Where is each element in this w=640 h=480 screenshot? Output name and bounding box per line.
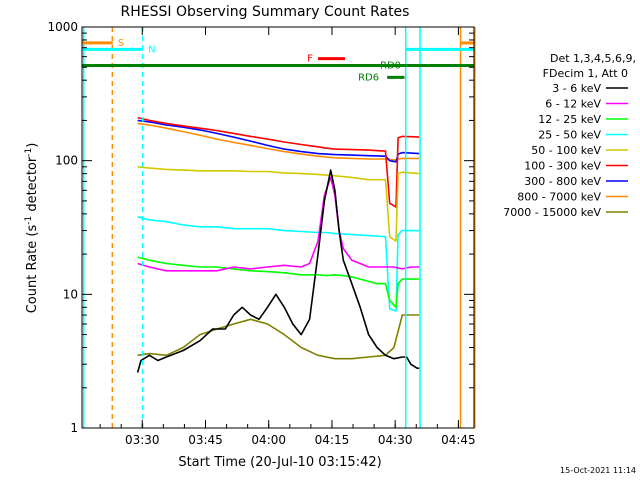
x-tick-label: 04:00 [251,433,286,447]
x-tick-label: 03:45 [188,433,223,447]
series-layer [136,116,420,373]
y-axis-label-part: ) [25,143,40,148]
y-axis-label-part: detector [25,156,40,216]
legend-entry-label: 6 - 12 keV [545,98,601,111]
x-tick-label: 04:45 [441,433,476,447]
footer-date: 15-Oct-2021 11:14 [560,466,636,475]
legend-entries: 3 - 6 keV 6 - 12 keV 12 - 25 keV 25 - 50 ke… [503,82,628,219]
x-axis-label: Start Time (20-Jul-10 03:15:42) [178,455,381,470]
legend: Det 1,3,4,5,6,9, FDecim 1, Att 0 3 - 6 k… [503,52,636,219]
vertical-markers [82,27,476,428]
legend-entry-label: 25 - 50 keV [538,129,601,142]
series-line-6-12keV [137,176,420,272]
legend-entry-label: 7000 - 15000 keV [503,206,601,219]
series-line-3-6keV [136,169,420,373]
flag-label-night: N [148,44,155,55]
y-axis-label-part: Count Rate (s [25,225,40,314]
flag-label-flare: F [307,54,313,65]
y-tick-label: 1000 [47,20,78,34]
series-line-50-100keV [137,166,420,242]
x-tick-label: 04:15 [315,433,350,447]
y-tick-label: 100 [55,154,78,168]
legend-entry-label: 3 - 6 keV [552,82,601,95]
series-line-100-300keV [137,116,420,208]
chart-title: RHESSI Observing Summary Count Rates [121,4,410,20]
legend-entry-label: 50 - 100 keV [531,144,601,157]
series-line-12-25keV [137,256,420,309]
y-axis-label-superscript: -1 [24,216,34,225]
flag-label-rd6: RD6 [358,72,379,83]
y-tick-label: 1 [70,421,78,435]
series-line-7000-15000keV [137,314,420,360]
x-tick-label: 03:30 [125,433,160,447]
y-axis-label: Count Rate (s-1 detector-1) [24,143,40,314]
legend-entry-label: 12 - 25 keV [538,113,601,126]
y-axis-label-superscript: -1 [24,148,34,157]
plot-frame [81,26,475,429]
y-axis-ticks: 1 10 100 1000 [47,20,474,435]
y-tick-label: 10 [63,287,78,301]
legend-header-line: FDecim 1, Att 0 [543,67,628,80]
series-line-25-50keV [137,216,420,312]
legend-entry-label: 100 - 300 keV [524,160,601,173]
legend-entry-label: 300 - 800 keV [524,175,601,188]
legend-entry-label: 800 - 7000 keV [517,191,601,204]
legend-header-line: Det 1,3,4,5,6,9, [550,52,636,65]
flag-label-saa: S [118,38,124,49]
flag-label-rd0: RD0 [380,61,401,72]
x-axis-ticks: 03:30 03:45 04:00 04:15 04:30 04:45 [99,27,476,447]
x-tick-label: 04:30 [378,433,413,447]
